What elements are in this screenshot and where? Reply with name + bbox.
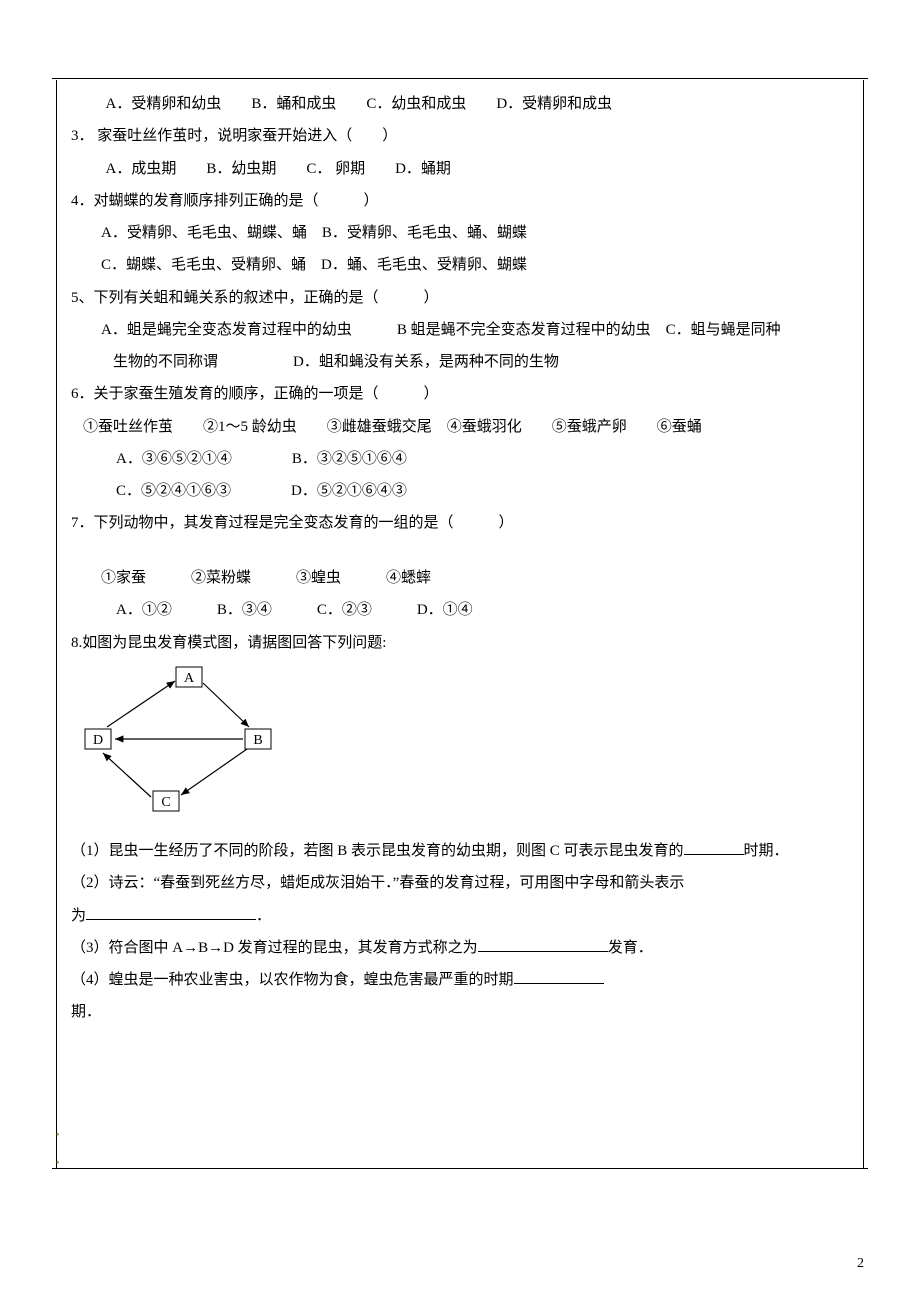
q4: 4．对蝴蝶的发育顺序排列正确的是（ ） <box>71 185 849 217</box>
svg-text:D: D <box>93 733 103 748</box>
content-frame: A．受精卵和幼虫 B．蛹和成虫 C．幼虫和成虫 D．受精卵和成虫 3． 家蚕吐丝… <box>56 80 864 1168</box>
q8-4: （4）蝗虫是一种农业害虫，以农作物为食，蝗虫危害最严重的时期 <box>71 964 849 996</box>
q4-options-line2: C．蝴蝶、毛毛虫、受精卵、蛹 D．蛹、毛毛虫、受精卵、蝴蝶 <box>71 249 849 281</box>
blank-4[interactable] <box>514 969 604 984</box>
q8-3: （3）符合图中 A→B→D 发育过程的昆虫，其发育方式称之为 发育． <box>71 932 849 964</box>
q8-2-prefix: 为 <box>71 908 86 924</box>
q5-options-line2: 生物的不同称谓 D．蛆和蝇没有关系，是两种不同的生物 <box>71 346 849 378</box>
q5-options-line1: A．蛆是蝇完全变态发育过程中的幼虫 B 蛆是蝇不完全变态发育过程中的幼虫 C．蛆… <box>71 314 849 346</box>
q8-1-text-b: 时期． <box>744 843 789 859</box>
q8-5: 期． <box>71 996 849 1028</box>
q2-options: A．受精卵和幼虫 B．蛹和成虫 C．幼虫和成虫 D．受精卵和成虫 <box>71 88 849 120</box>
q8-4-text-a: （4）蝗虫是一种农业害虫，以农作物为食，蝗虫危害最严重的时期 <box>71 972 514 988</box>
q8-2-line1: （2）诗云：“春蚕到死丝方尽，蜡炬成灰泪始干．”春蚕的发育过程，可用图中字母和箭… <box>71 867 849 899</box>
insect-dev-diagram: A B D C <box>81 665 849 829</box>
q6: 6．关于家蚕生殖发育的顺序，正确的一项是（ ） <box>71 378 849 410</box>
blank-1[interactable] <box>684 840 744 855</box>
footer-mark-2: • <box>56 1158 60 1169</box>
bottom-rule <box>52 1168 868 1169</box>
q6-options-line2: C．⑤②④①⑥③ D．⑤②①⑥④③ <box>71 475 849 507</box>
q8-2-suffix: ． <box>256 908 271 924</box>
svg-text:A: A <box>184 671 195 686</box>
spacer <box>71 540 849 563</box>
q6-items: ①蚕吐丝作茧 ②1～5 龄幼虫 ③雌雄蚕蛾交尾 ④蚕蛾羽化 ⑤蚕蛾产卵 ⑥蚕蛹 <box>71 411 849 443</box>
q8-2-line2: 为． <box>71 900 849 932</box>
blank-3[interactable] <box>478 937 608 952</box>
q7: 7．下列动物中，其发育过程是完全变态发育的一组的是（ ） <box>71 507 849 539</box>
q7-options: A．①② B．③④ C．②③ D．①④ <box>71 594 849 626</box>
top-rule <box>52 78 868 79</box>
diagram-svg: A B D C <box>81 665 281 817</box>
q8: 8.如图为昆虫发育模式图，请据图回答下列问题: <box>71 627 849 659</box>
q8-3-text-a: （3）符合图中 A→B→D 发育过程的昆虫，其发育方式称之为 <box>71 940 478 956</box>
svg-text:C: C <box>161 795 170 810</box>
q5: 5、下列有关蛆和蝇关系的叙述中，正确的是（ ） <box>71 282 849 314</box>
q8-1-text-a: （1）昆虫一生经历了不同的阶段，若图 B 表示昆虫发育的幼虫期，则图 C 可表示… <box>71 843 684 859</box>
q3-options: A．成虫期 B．幼虫期 C． 卵期 D．蛹期 <box>71 153 849 185</box>
q8-1: （1）昆虫一生经历了不同的阶段，若图 B 表示昆虫发育的幼虫期，则图 C 可表示… <box>71 835 849 867</box>
q4-options-line1: A．受精卵、毛毛虫、蝴蝶、蛹 B．受精卵、毛毛虫、蛹、蝴蝶 <box>71 217 849 249</box>
q8-3-text-b: 发育． <box>608 940 653 956</box>
page-number: 2 <box>857 1256 864 1272</box>
q7-items: ①家蚕 ②菜粉蝶 ③蝗虫 ④蟋蟀 <box>71 562 849 594</box>
q6-options-line1: A．③⑥⑤②①④ B．③②⑤①⑥④ <box>71 443 849 475</box>
svg-text:B: B <box>253 733 262 748</box>
blank-2[interactable] <box>86 905 256 920</box>
footer-mark-1: • <box>56 1130 60 1141</box>
q3: 3． 家蚕吐丝作茧时，说明家蚕开始进入（ ） <box>71 120 849 152</box>
